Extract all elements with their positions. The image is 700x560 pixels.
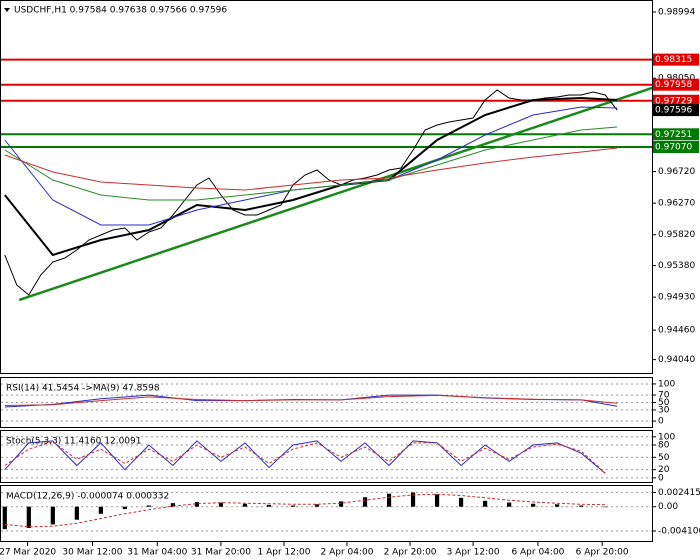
x-tick-label: 3 Apr 12:00 (447, 548, 500, 558)
histogram-bar (242, 503, 248, 507)
histogram-bar (458, 497, 464, 507)
y-tick-label: -0.004106 (658, 526, 700, 536)
macd-frame (0, 485, 653, 542)
price-label: 0.97596 (655, 106, 692, 116)
histogram-bar (218, 502, 224, 507)
histogram-bar (98, 506, 103, 514)
histogram-bar (194, 501, 200, 507)
series-line (4, 440, 606, 474)
trendline (18, 86, 653, 302)
x-tick-label: 2 Apr 20:00 (384, 548, 437, 558)
histogram-bar (507, 502, 512, 507)
histogram-bar (170, 503, 176, 507)
y-tick-label: 0.95380 (658, 261, 695, 271)
series-line (4, 147, 618, 191)
histogram-bar (122, 506, 127, 510)
y-tick-label: 80 (658, 440, 670, 450)
y-tick-label: 0.96720 (658, 167, 695, 177)
price-label: 0.97251 (655, 130, 692, 140)
histogram-bar (362, 497, 368, 507)
histogram-bar (314, 504, 320, 507)
y-tick-label: 100 (658, 432, 675, 442)
y-tick-label: 0.95820 (658, 230, 695, 240)
price-label: 0.97729 (655, 96, 692, 106)
histogram-bar (2, 506, 7, 530)
histogram-bar (146, 505, 151, 507)
histogram-bar (482, 500, 488, 507)
y-tick-label: 0 (658, 473, 664, 483)
series-line (4, 89, 618, 296)
histogram-bar (579, 505, 584, 507)
y-tick-label: 100 (658, 379, 675, 389)
y-tick-label: 0.96270 (658, 199, 695, 209)
x-tick-label: 30 Mar 12:00 (62, 548, 122, 558)
price-label-box (653, 94, 699, 107)
histogram-bar (26, 506, 31, 528)
y-tick-label: 50 (658, 453, 670, 463)
histogram-bar (603, 506, 608, 508)
price-label-box (653, 78, 699, 91)
price-label: 0.97070 (655, 142, 692, 152)
x-tick-label: 31 Mar 04:00 (127, 548, 187, 558)
histogram-bar (266, 504, 272, 507)
price-label-box (653, 128, 699, 141)
panel-title: MACD(12,26,9) -0.000074 0.000332 (6, 492, 169, 502)
y-tick-label: 0.94460 (658, 326, 695, 336)
price-label-box (653, 104, 699, 117)
x-tick-label: 6 Apr 04:00 (511, 548, 564, 558)
panel-title: USDCHF,H1 0.97584 0.97638 0.97566 0.9759… (14, 6, 227, 16)
histogram-bar (434, 494, 440, 507)
y-tick-label: 0.94040 (658, 355, 695, 365)
main-frame (0, 0, 653, 374)
histogram-bar (555, 504, 560, 507)
price-label-box (653, 140, 699, 153)
histogram-bar (338, 501, 344, 507)
histogram-bar (50, 506, 55, 525)
y-tick-label: 0.98994 (658, 7, 695, 17)
y-tick-label: 30 (658, 405, 670, 415)
menu-arrow (4, 8, 10, 12)
price-label-box (653, 53, 699, 66)
histogram-bar (531, 503, 536, 507)
y-tick-label: 0.00 (658, 502, 678, 512)
y-tick-label: 20 (658, 465, 670, 475)
stoch-frame (0, 430, 653, 483)
panel-title: Stoch(5,3,3) 11.4160 12.0091 (6, 437, 141, 447)
price-label: 0.97958 (655, 80, 692, 90)
histogram-bar (386, 493, 392, 507)
y-tick-label: 0.002415 (658, 488, 700, 498)
histogram-bar (410, 492, 416, 507)
histogram-bar (290, 505, 296, 507)
series-line (4, 96, 618, 257)
histogram-bar (74, 506, 79, 520)
y-tick-label: 0.94930 (658, 293, 695, 303)
price-label: 0.98315 (655, 55, 692, 65)
x-tick-label: 27 Mar 2020 (0, 548, 56, 558)
x-tick-label: 1 Apr 12:00 (257, 548, 310, 558)
x-tick-label: 2 Apr 04:00 (321, 548, 374, 558)
y-tick-label: 50 (658, 398, 670, 408)
y-tick-label: 70 (658, 391, 670, 401)
series-line (4, 394, 618, 406)
x-tick-label: 31 Mar 20:00 (191, 548, 251, 558)
series-line (4, 126, 618, 201)
series-line (4, 493, 606, 528)
y-tick-label: 0 (658, 417, 664, 427)
x-tick-label: 6 Apr 20:00 (576, 548, 629, 558)
panel-title: RSI(14) 41.5454 ->MA(9) 47.8598 (6, 384, 160, 394)
